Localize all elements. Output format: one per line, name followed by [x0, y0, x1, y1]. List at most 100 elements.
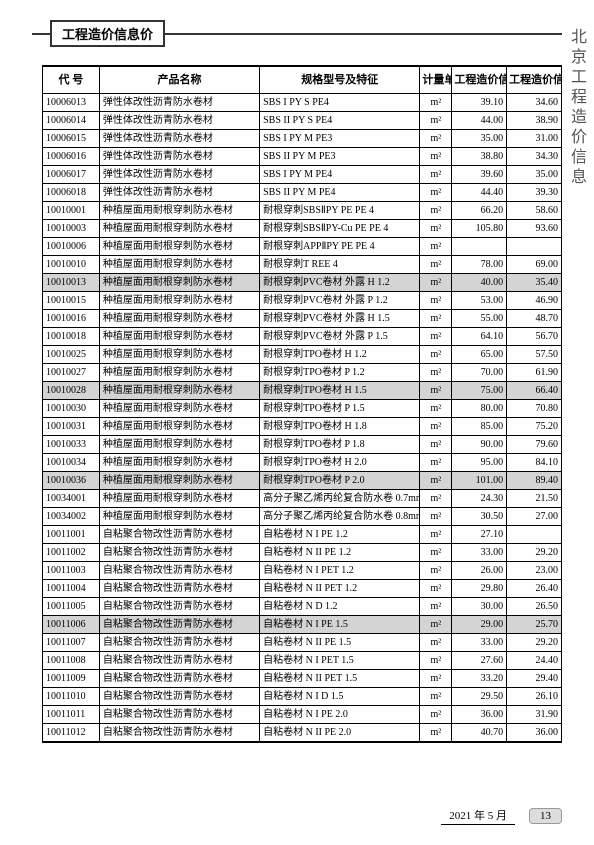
table-row: 10011009自粘聚合物改性沥青防水卷材自粘卷材 N II PET 1.5m²… [43, 670, 562, 688]
cell-price-notax: 31.90 [507, 706, 562, 724]
cell-spec: 自粘卷材 N I D 1.5 [260, 688, 420, 706]
cell-name: 种植屋面用耐根穿刺防水卷材 [99, 454, 259, 472]
col-code: 代 号 [43, 66, 100, 94]
cell-price-notax: 89.40 [507, 472, 562, 490]
table-row: 10011010自粘聚合物改性沥青防水卷材自粘卷材 N I D 1.5m²29.… [43, 688, 562, 706]
cell-price-tax: 40.00 [452, 274, 507, 292]
cell-code: 10006017 [43, 166, 100, 184]
cell-unit: m² [420, 508, 452, 526]
cell-price-tax: 90.00 [452, 436, 507, 454]
cell-spec: 耐根穿刺T REE 4 [260, 256, 420, 274]
cell-unit: m² [420, 184, 452, 202]
cell-code: 10010013 [43, 274, 100, 292]
cell-code: 10006018 [43, 184, 100, 202]
table-row: 10010015种植屋面用耐根穿刺防水卷材耐根穿刺PVC卷材 外露 P 1.2m… [43, 292, 562, 310]
cell-price-notax: 48.70 [507, 310, 562, 328]
cell-name: 自粘聚合物改性沥青防水卷材 [99, 688, 259, 706]
cell-name: 种植屋面用耐根穿刺防水卷材 [99, 436, 259, 454]
table-row: 10011012自粘聚合物改性沥青防水卷材自粘卷材 N II PE 2.0m²4… [43, 724, 562, 743]
cell-unit: m² [420, 598, 452, 616]
cell-spec: 自粘卷材 N I PET 1.2 [260, 562, 420, 580]
cell-unit: m² [420, 454, 452, 472]
cell-unit: m² [420, 616, 452, 634]
cell-unit: m² [420, 526, 452, 544]
cell-name: 种植屋面用耐根穿刺防水卷材 [99, 292, 259, 310]
cell-price-tax: 53.00 [452, 292, 507, 310]
cell-unit: m² [420, 706, 452, 724]
cell-price-tax: 105.80 [452, 220, 507, 238]
cell-code: 10010036 [43, 472, 100, 490]
cell-price-notax: 21.50 [507, 490, 562, 508]
cell-spec: SBS II PY S PE4 [260, 112, 420, 130]
cell-spec: 耐根穿刺TPO卷材 P 2.0 [260, 472, 420, 490]
cell-name: 自粘聚合物改性沥青防水卷材 [99, 670, 259, 688]
cell-price-tax: 30.50 [452, 508, 507, 526]
cell-price-notax [507, 238, 562, 256]
table-row: 10010025种植屋面用耐根穿刺防水卷材耐根穿刺TPO卷材 H 1.2m²65… [43, 346, 562, 364]
cell-spec: 耐根穿刺PVC卷材 外露 H 1.5 [260, 310, 420, 328]
cell-code: 10010018 [43, 328, 100, 346]
cell-price-notax: 84.10 [507, 454, 562, 472]
cell-price-notax: 29.20 [507, 634, 562, 652]
cell-name: 种植屋面用耐根穿刺防水卷材 [99, 508, 259, 526]
cell-unit: m² [420, 544, 452, 562]
cell-price-tax: 24.30 [452, 490, 507, 508]
cell-spec: 耐根穿刺TPO卷材 H 2.0 [260, 454, 420, 472]
cell-unit: m² [420, 490, 452, 508]
table-row: 10011011自粘聚合物改性沥青防水卷材自粘卷材 N I PE 2.0m²36… [43, 706, 562, 724]
cell-spec: 耐根穿刺TPO卷材 P 1.2 [260, 364, 420, 382]
cell-spec: 耐根穿刺APPⅡPY PE PE 4 [260, 238, 420, 256]
cell-spec: 自粘卷材 N I PE 1.5 [260, 616, 420, 634]
cell-code: 10006016 [43, 148, 100, 166]
cell-name: 弹性体改性沥青防水卷材 [99, 184, 259, 202]
cell-name: 自粘聚合物改性沥青防水卷材 [99, 544, 259, 562]
cell-price-tax: 39.60 [452, 166, 507, 184]
cell-unit: m² [420, 202, 452, 220]
cell-price-notax: 61.90 [507, 364, 562, 382]
cell-unit: m² [420, 238, 452, 256]
cell-unit: m² [420, 310, 452, 328]
price-table: 代 号 产品名称 规格型号及特征 计量单位 工程造价信息价（含税） 工程造价信息… [42, 65, 562, 743]
col-name: 产品名称 [99, 66, 259, 94]
table-row: 10034002种植屋面用耐根穿刺防水卷材高分子聚乙烯丙纶复合防水卷 0.8mm… [43, 508, 562, 526]
cell-name: 种植屋面用耐根穿刺防水卷材 [99, 202, 259, 220]
cell-price-tax: 101.00 [452, 472, 507, 490]
table-row: 10011002自粘聚合物改性沥青防水卷材自粘卷材 N II PE 1.2m²3… [43, 544, 562, 562]
cell-unit: m² [420, 94, 452, 112]
cell-spec: SBS I PY M PE4 [260, 166, 420, 184]
cell-price-notax: 93.60 [507, 220, 562, 238]
cell-price-tax: 95.00 [452, 454, 507, 472]
cell-code: 10010015 [43, 292, 100, 310]
cell-spec: 耐根穿刺SBSⅡPY PE PE 4 [260, 202, 420, 220]
cell-price-notax: 34.60 [507, 94, 562, 112]
cell-unit: m² [420, 436, 452, 454]
cell-spec: 高分子聚乙烯丙纶复合防水卷 0.8mm [260, 508, 420, 526]
table-row: 10006016弹性体改性沥青防水卷材SBS II PY M PE3m²38.8… [43, 148, 562, 166]
footer: 2021 年 5 月 13 [441, 807, 562, 825]
cell-unit: m² [420, 670, 452, 688]
cell-name: 自粘聚合物改性沥青防水卷材 [99, 652, 259, 670]
footer-page: 13 [529, 808, 562, 824]
cell-unit: m² [420, 364, 452, 382]
cell-price-tax: 40.70 [452, 724, 507, 743]
cell-price-notax: 31.00 [507, 130, 562, 148]
cell-name: 自粘聚合物改性沥青防水卷材 [99, 634, 259, 652]
cell-name: 弹性体改性沥青防水卷材 [99, 94, 259, 112]
cell-name: 种植屋面用耐根穿刺防水卷材 [99, 274, 259, 292]
cell-price-tax: 66.20 [452, 202, 507, 220]
cell-name: 种植屋面用耐根穿刺防水卷材 [99, 328, 259, 346]
cell-price-tax: 26.00 [452, 562, 507, 580]
cell-price-tax: 75.00 [452, 382, 507, 400]
cell-code: 10011001 [43, 526, 100, 544]
cell-price-notax: 57.50 [507, 346, 562, 364]
cell-price-tax: 55.00 [452, 310, 507, 328]
cell-price-notax: 25.70 [507, 616, 562, 634]
cell-code: 10011003 [43, 562, 100, 580]
table-row: 10010030种植屋面用耐根穿刺防水卷材耐根穿刺TPO卷材 P 1.5m²80… [43, 400, 562, 418]
cell-price-tax: 33.20 [452, 670, 507, 688]
cell-price-notax: 75.20 [507, 418, 562, 436]
cell-spec: 耐根穿刺PVC卷材 外露 H 1.2 [260, 274, 420, 292]
cell-code: 10034001 [43, 490, 100, 508]
table-row: 10011003自粘聚合物改性沥青防水卷材自粘卷材 N I PET 1.2m²2… [43, 562, 562, 580]
cell-name: 弹性体改性沥青防水卷材 [99, 166, 259, 184]
